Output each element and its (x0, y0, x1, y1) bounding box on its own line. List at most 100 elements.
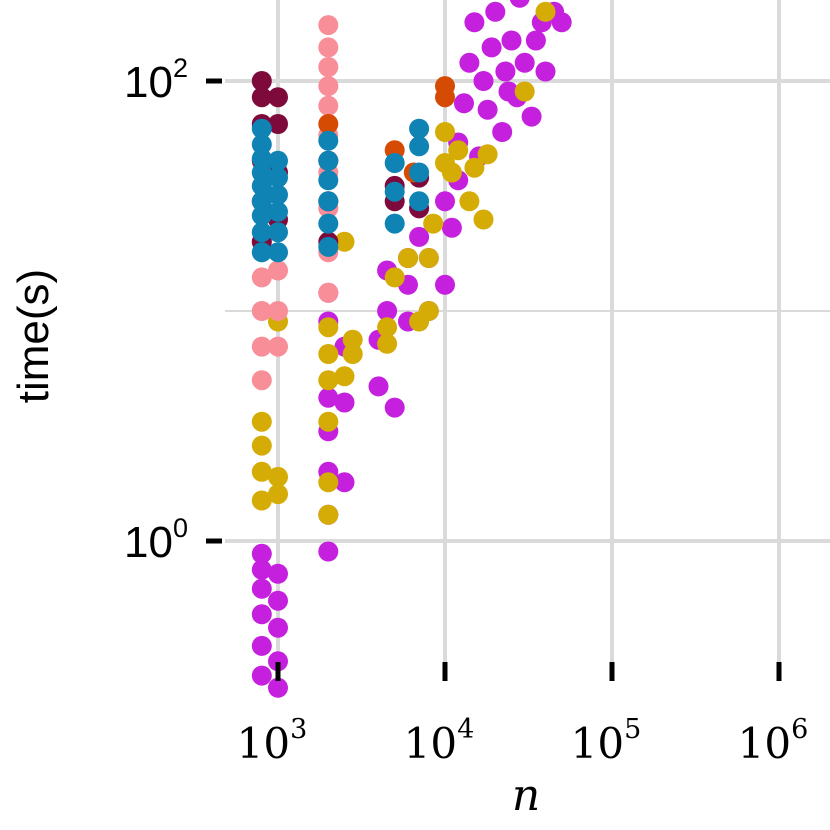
data-point (268, 563, 288, 584)
data-point (435, 122, 455, 142)
data-point (251, 242, 272, 263)
data-point (268, 590, 288, 611)
data-point (251, 665, 272, 686)
data-point (268, 677, 288, 698)
data-point (441, 217, 462, 238)
data-point (318, 191, 339, 212)
data-point (268, 336, 288, 357)
data-point (268, 260, 288, 281)
data-point (481, 37, 502, 58)
data-point (318, 76, 339, 97)
data-point (342, 329, 363, 350)
x-tick-label: 104 (404, 714, 475, 768)
data-point (251, 162, 272, 183)
data-point (251, 267, 272, 288)
data-point (509, 0, 530, 8)
data-point (251, 435, 272, 456)
data-point (454, 93, 474, 114)
data-point (334, 366, 355, 387)
data-point (251, 87, 272, 108)
data-point (535, 61, 556, 82)
data-point (251, 578, 272, 599)
y-axis-ticks: 100102104 (124, 53, 222, 567)
y-axis-title: time(s) (9, 269, 58, 403)
data-point (318, 150, 339, 171)
data-point (318, 411, 339, 432)
data-point (251, 118, 272, 139)
x-tick-label: 103 (237, 714, 308, 768)
data-point (251, 205, 272, 226)
data-point (464, 157, 485, 178)
data-point (521, 106, 542, 127)
data-point (495, 61, 516, 82)
data-point (384, 181, 405, 202)
data-point (268, 201, 288, 222)
data-point (318, 387, 339, 408)
data-point (251, 490, 272, 511)
data-point (492, 122, 513, 142)
data-point (398, 248, 418, 268)
data-point (251, 370, 272, 391)
data-point (334, 231, 355, 252)
data-point (409, 162, 430, 183)
data-point (318, 95, 339, 116)
data-point (377, 301, 398, 321)
data-point (251, 148, 272, 169)
data-point (535, 1, 556, 22)
data-point (464, 12, 485, 33)
data-point (409, 226, 430, 247)
data-point (268, 184, 288, 205)
data-point (473, 71, 494, 91)
data-point (251, 71, 272, 91)
data-point (501, 30, 522, 51)
data-point (318, 15, 339, 36)
data-point (268, 242, 288, 263)
data-point (384, 213, 405, 234)
data-point (423, 213, 444, 234)
data-point (268, 167, 288, 188)
x-axis-ticks: 103 104 105 106 (237, 662, 809, 768)
data-point (459, 52, 480, 73)
data-point (551, 12, 572, 33)
data-point (418, 248, 439, 268)
data-point (268, 150, 288, 171)
data-point (318, 541, 339, 562)
data-point (435, 274, 455, 295)
data-point (251, 461, 272, 482)
data-point (268, 301, 288, 321)
data-point (318, 344, 339, 364)
data-point (318, 504, 339, 525)
data-point (251, 222, 272, 243)
data-point (477, 144, 498, 165)
data-point (251, 604, 272, 625)
data-point (342, 344, 363, 364)
data-point (448, 140, 469, 161)
data-point (514, 81, 535, 102)
data-point (409, 136, 430, 157)
data-point (251, 134, 272, 155)
data-point (334, 392, 355, 413)
data-point (318, 57, 339, 77)
data-point (251, 559, 272, 580)
data-point (377, 317, 398, 338)
data-point (435, 87, 455, 108)
x-axis-title: n (512, 770, 540, 821)
data-point (268, 651, 288, 672)
data-point (251, 301, 272, 321)
data-point (268, 484, 288, 505)
data-point (318, 170, 339, 191)
x-tick-label: 106 (738, 714, 809, 768)
data-point (441, 162, 462, 183)
data-point (251, 336, 272, 357)
data-point (318, 317, 339, 338)
data-point (368, 376, 389, 397)
data-point (435, 191, 455, 212)
data-point (268, 87, 288, 108)
data-point (251, 191, 272, 212)
y-tick-label: 100 (124, 513, 188, 567)
data-point (268, 617, 288, 638)
data-point (418, 301, 439, 321)
data-point (409, 118, 430, 139)
data-point (268, 466, 288, 487)
